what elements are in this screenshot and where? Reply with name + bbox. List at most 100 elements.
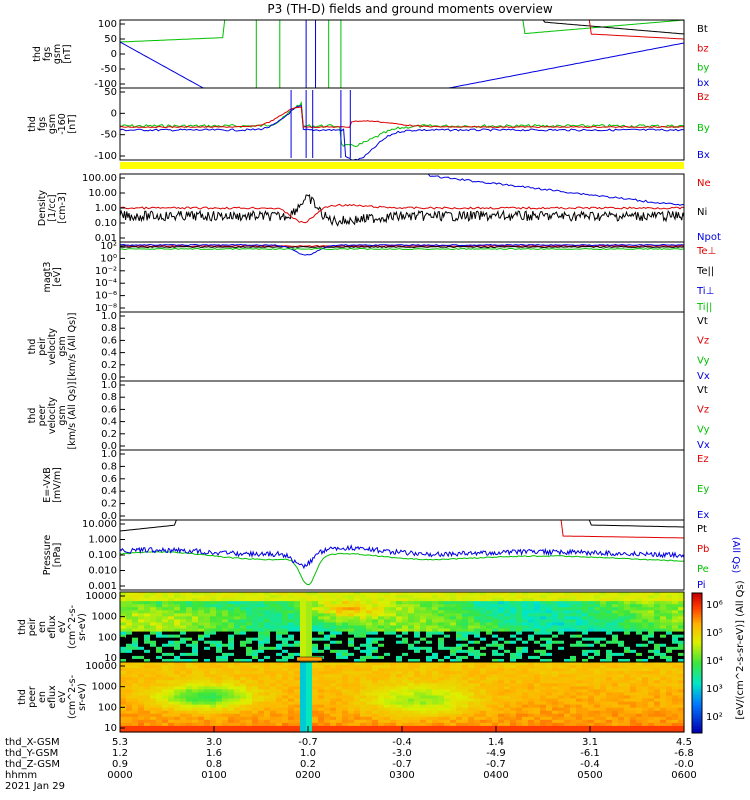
- y-axis-label: peer: [37, 405, 48, 427]
- y-axis-label: velocity: [47, 397, 58, 435]
- legend-entry-vt: Vt: [697, 385, 708, 396]
- y-tick-label: 0.2: [101, 499, 117, 510]
- y-axis-label: [km/s (All Qs)]: [67, 313, 78, 381]
- y-tick-label: 10⁻⁸: [95, 303, 117, 314]
- y-axis-label: Pressure: [42, 535, 53, 576]
- y-tick-label: 50: [104, 34, 117, 45]
- Npot-series: [120, 173, 685, 206]
- y-axis-label: gsm: [47, 114, 58, 134]
- y-axis-label: eflux: [47, 685, 58, 709]
- colorbar-tick-label: 10²: [706, 712, 723, 723]
- colorbar-tick-label: 10³: [706, 684, 723, 695]
- ephemeris-value: 0100: [201, 770, 226, 781]
- y-axis-label: peir: [37, 337, 48, 356]
- y-axis-label: [eV]: [52, 267, 63, 287]
- y-tick-label: 0.8: [101, 323, 117, 334]
- y-tick-label: -50: [101, 130, 117, 141]
- ephemeris-value: 1.2: [112, 748, 128, 759]
- Pi-series: [119, 544, 685, 570]
- legend-entry-vy: Vy: [697, 424, 710, 435]
- y-tick-label: 0.4: [101, 348, 117, 359]
- Pt-series: [119, 519, 684, 532]
- y-axis-label: thd: [17, 689, 28, 705]
- y-tick-label: 0: [111, 49, 117, 60]
- colorbar-label: [eV/(cm^2-s-sr-eV)] (All Qs): [735, 580, 746, 719]
- ephemeris-value: 5.3: [112, 737, 128, 748]
- y-axis-label: [km/s (All Qs)]: [67, 382, 78, 450]
- legend-entry-vz: Vz: [697, 405, 709, 416]
- ephemeris-value: 0.9: [112, 759, 128, 770]
- ion-spectrogram: [120, 592, 685, 663]
- y-axis-label: thd: [27, 408, 38, 424]
- y-tick-label: 0.10: [95, 218, 117, 229]
- electron-spectrogram: [120, 662, 685, 733]
- ephemeris-value: 0300: [389, 770, 414, 781]
- colorbar-tick-label: 10⁵: [706, 628, 723, 639]
- legend-entry-ne: Ne: [697, 178, 711, 189]
- legend-entry-pt: Pt: [697, 524, 707, 535]
- legend-entry-vt: Vt: [697, 316, 708, 327]
- colorbar-tick-label: 10⁶: [706, 600, 723, 611]
- ephemeris-value: 0500: [577, 770, 602, 781]
- y-tick-label: 10: [104, 723, 117, 734]
- legend-entry-bx: bx: [697, 78, 709, 89]
- y-axis-label: [cm-3]: [57, 192, 68, 223]
- legend-entry-by: By: [697, 123, 710, 134]
- y-tick-label: 100.00: [82, 173, 117, 184]
- ephemeris-value: -0.0: [674, 759, 694, 770]
- legend-entry-pi: Pi: [697, 580, 706, 591]
- y-tick-label: 1000: [92, 612, 117, 623]
- Pb-series: [120, 519, 685, 539]
- y-tick-label: 100: [98, 702, 117, 713]
- y-tick-label: 10⁰: [100, 253, 117, 264]
- y-tick-label: 0.2: [101, 360, 117, 371]
- legend-entry-pe: Pe: [697, 564, 709, 575]
- y-axis-label: [nT]: [67, 114, 78, 133]
- y-tick-label: 0: [111, 108, 117, 119]
- y-axis-label: sr-eV): [77, 613, 88, 641]
- y-axis-label: thd: [17, 619, 28, 635]
- panel-frame-efield: [119, 449, 685, 521]
- y-tick-label: 1.0: [101, 380, 117, 391]
- legend-entry-bz: Bz: [697, 92, 709, 103]
- legend-note: (All Qs): [730, 537, 741, 574]
- y-axis-label: thd: [27, 339, 38, 355]
- legend-entry-by: by: [697, 63, 709, 74]
- panel-frame-temp: [119, 241, 685, 313]
- bx-series: [119, 41, 685, 89]
- ephemeris-label: thd_X-GSM: [5, 737, 60, 748]
- y-tick-label: 50: [104, 87, 117, 98]
- y-axis-label: Density: [37, 190, 48, 226]
- y-tick-label: 0.0: [101, 511, 117, 522]
- y-axis-label: thd: [27, 116, 38, 132]
- y-axis-label: thd: [32, 46, 43, 62]
- legend-entry-pb: Pb: [697, 544, 709, 555]
- Bx-series: [119, 105, 685, 161]
- ephemeris-value: -3.0: [392, 748, 412, 759]
- Ti-par-series: [119, 247, 685, 251]
- y-tick-label: 0.4: [101, 417, 117, 428]
- y-axis-label: en: [37, 621, 48, 633]
- y-tick-label: 0.010: [88, 566, 117, 577]
- panel-frame-vi: [119, 311, 685, 382]
- legend-entry-bt: Bt: [697, 24, 708, 35]
- ephemeris-value: 0400: [483, 770, 508, 781]
- legend-entry-bx: Bx: [697, 150, 710, 161]
- y-axis-label: [1/cc]: [47, 194, 58, 221]
- ephemeris-value: 0200: [295, 770, 320, 781]
- legend-entry-ey: Ey: [697, 484, 709, 495]
- ephemeris-label: thd_Z-GSM: [5, 759, 60, 770]
- y-tick-label: 0.8: [101, 392, 117, 403]
- y-axis-label: fgs: [42, 47, 53, 61]
- plot-date: 2021 Jan 29: [5, 781, 65, 792]
- y-axis-label: gsm: [57, 405, 68, 425]
- y-axis-label: [nT]: [62, 44, 73, 63]
- y-tick-label: 10⁻⁴: [95, 278, 117, 289]
- y-tick-label: 1000: [92, 682, 117, 693]
- ephemeris-value: 0.2: [300, 759, 316, 770]
- y-tick-label: -50: [101, 64, 117, 75]
- legend-entry-bz: bz: [697, 43, 709, 54]
- ephemeris-value: -0.7: [392, 759, 412, 770]
- y-tick-label: 10000: [85, 661, 117, 672]
- Ne-series: [119, 203, 685, 224]
